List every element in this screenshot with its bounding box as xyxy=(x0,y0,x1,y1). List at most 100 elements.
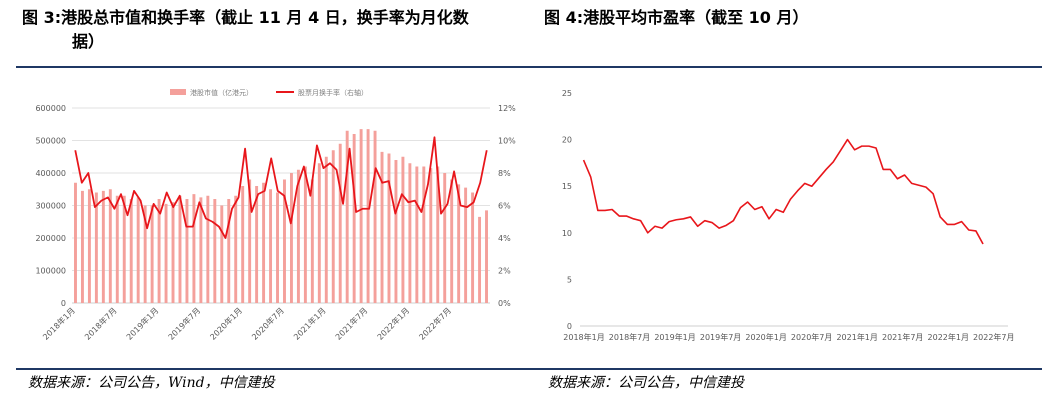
figure4-title: 图 4:港股平均市盈率（截至 10 月） xyxy=(544,8,809,27)
market-cap-bar xyxy=(289,173,293,303)
market-cap-bar xyxy=(143,205,147,303)
market-cap-bar xyxy=(129,199,133,303)
market-cap-bar xyxy=(248,179,252,303)
y-right-tick-label: 4% xyxy=(498,234,511,243)
x-tick-label: 2020年7月 xyxy=(250,305,286,341)
market-cap-bar xyxy=(101,190,105,303)
x-tick-label: 2019年1月 xyxy=(124,305,160,341)
x-tick-label: 2018年1月 xyxy=(563,332,604,342)
figure3-title: 图 3:港股总市值和换手率（截止 11 月 4 日，换手率为月化数 xyxy=(22,8,469,27)
market-cap-bar xyxy=(401,156,405,303)
market-cap-bar xyxy=(457,184,461,303)
market-cap-bar xyxy=(192,194,196,303)
x-tick-label: 2020年7月 xyxy=(791,332,832,342)
market-cap-bar xyxy=(115,195,119,303)
y-tick-label: 5 xyxy=(567,275,572,284)
market-cap-bar xyxy=(394,160,398,303)
legend-label-turnover: 股票月换手率（右轴） xyxy=(298,88,368,97)
x-tick-label: 2021年7月 xyxy=(882,332,923,342)
market-cap-bar xyxy=(206,195,210,303)
pe-ratio-line xyxy=(582,138,984,245)
legend-label-market-cap: 港股市值（亿港元） xyxy=(190,88,253,97)
market-cap-bar xyxy=(464,187,468,303)
turnover-line xyxy=(74,136,488,239)
market-cap-bar xyxy=(87,189,91,303)
x-tick-label: 2022年7月 xyxy=(417,305,453,341)
market-cap-bar xyxy=(373,130,377,303)
bottom-rule xyxy=(16,368,1042,370)
x-tick-label: 2020年1月 xyxy=(745,332,786,342)
y-tick-label: 25 xyxy=(562,89,572,98)
market-cap-bar xyxy=(213,199,217,303)
y-right-tick-label: 6% xyxy=(498,202,511,211)
y-tick-label: 20 xyxy=(562,136,572,145)
market-cap-bar xyxy=(408,163,412,303)
market-cap-bar xyxy=(331,150,335,303)
y-tick-label: 10 xyxy=(562,229,572,238)
market-cap-bar xyxy=(352,134,356,303)
market-cap-bar xyxy=(234,195,238,303)
top-rule xyxy=(16,66,1042,68)
market-cap-bar xyxy=(276,192,279,303)
market-cap-bar xyxy=(171,202,175,303)
market-cap-turnover-chart: 港股市值（亿港元） 股票月换手率（右轴） 0 100000 200000 300000 40… xyxy=(35,88,516,342)
market-cap-bar xyxy=(220,205,224,303)
x-tick-label: 2021年1月 xyxy=(836,332,877,342)
market-cap-bar xyxy=(150,205,154,303)
market-cap-bar xyxy=(422,166,426,303)
y-right-tick-label: 8% xyxy=(498,169,511,178)
market-cap-bar xyxy=(303,166,307,303)
market-cap-bar xyxy=(262,182,266,303)
x-tick-label: 2019年7月 xyxy=(700,332,741,342)
y-left-tick-label: 100000 xyxy=(35,267,66,276)
x-tick-label: 2021年1月 xyxy=(291,305,327,341)
market-cap-bar xyxy=(122,195,126,303)
market-cap-bar xyxy=(199,197,203,303)
market-cap-bars xyxy=(74,129,488,303)
market-cap-bar xyxy=(164,203,168,303)
legend-swatch-market-cap xyxy=(170,89,186,95)
market-cap-bar xyxy=(366,129,370,303)
x-tick-label: 2019年7月 xyxy=(166,305,202,341)
market-cap-bar xyxy=(380,151,384,303)
y-tick-label: 15 xyxy=(562,182,572,191)
y-left-tick-label: 200000 xyxy=(35,234,66,243)
y-right-tick-label: 12% xyxy=(498,104,516,113)
market-cap-bar xyxy=(317,163,321,303)
y-right-tick-label: 2% xyxy=(498,267,511,276)
market-cap-bar xyxy=(415,166,419,303)
y-left-tick-label: 0 xyxy=(61,299,66,308)
x-tick-label: 2018年1月 xyxy=(41,305,77,341)
market-cap-bar xyxy=(345,130,349,303)
figure3-title-cont: 据） xyxy=(72,32,105,51)
market-cap-bar xyxy=(324,156,328,303)
market-cap-bar xyxy=(178,195,182,303)
market-cap-bar xyxy=(108,189,112,303)
market-cap-bar xyxy=(185,199,189,303)
market-cap-bar xyxy=(296,169,300,303)
x-tick-label: 2018年7月 xyxy=(82,305,118,341)
x-tick-label: 2022年7月 xyxy=(973,332,1014,342)
y-left-tick-label: 600000 xyxy=(35,104,66,113)
x-tick-label: 2021年7月 xyxy=(333,305,369,341)
market-cap-bar xyxy=(478,216,482,303)
market-cap-bar xyxy=(255,186,259,303)
market-cap-bar xyxy=(269,189,273,303)
market-cap-bar xyxy=(387,153,391,303)
figure4-source: 数据来源：公司公告，中信建投 xyxy=(548,375,744,391)
market-cap-bar xyxy=(429,168,433,303)
x-tick-label: 2020年1月 xyxy=(208,305,244,341)
market-cap-bar xyxy=(443,173,447,303)
y-right-tick-label: 10% xyxy=(498,137,516,146)
market-cap-bar xyxy=(338,143,342,303)
market-cap-bar xyxy=(283,179,286,303)
y-right-tick-label: 0% xyxy=(498,299,511,308)
y-tick-label: 0 xyxy=(567,322,572,331)
x-tick-label: 2018年7月 xyxy=(609,332,650,342)
y-left-tick-label: 300000 xyxy=(35,202,66,211)
market-cap-bar xyxy=(241,186,245,303)
market-cap-bar xyxy=(74,182,77,303)
y-left-tick-label: 500000 xyxy=(35,137,66,146)
figure3-source: 数据来源：公司公告，Wind，中信建投 xyxy=(28,375,275,391)
market-cap-bar xyxy=(227,199,231,303)
